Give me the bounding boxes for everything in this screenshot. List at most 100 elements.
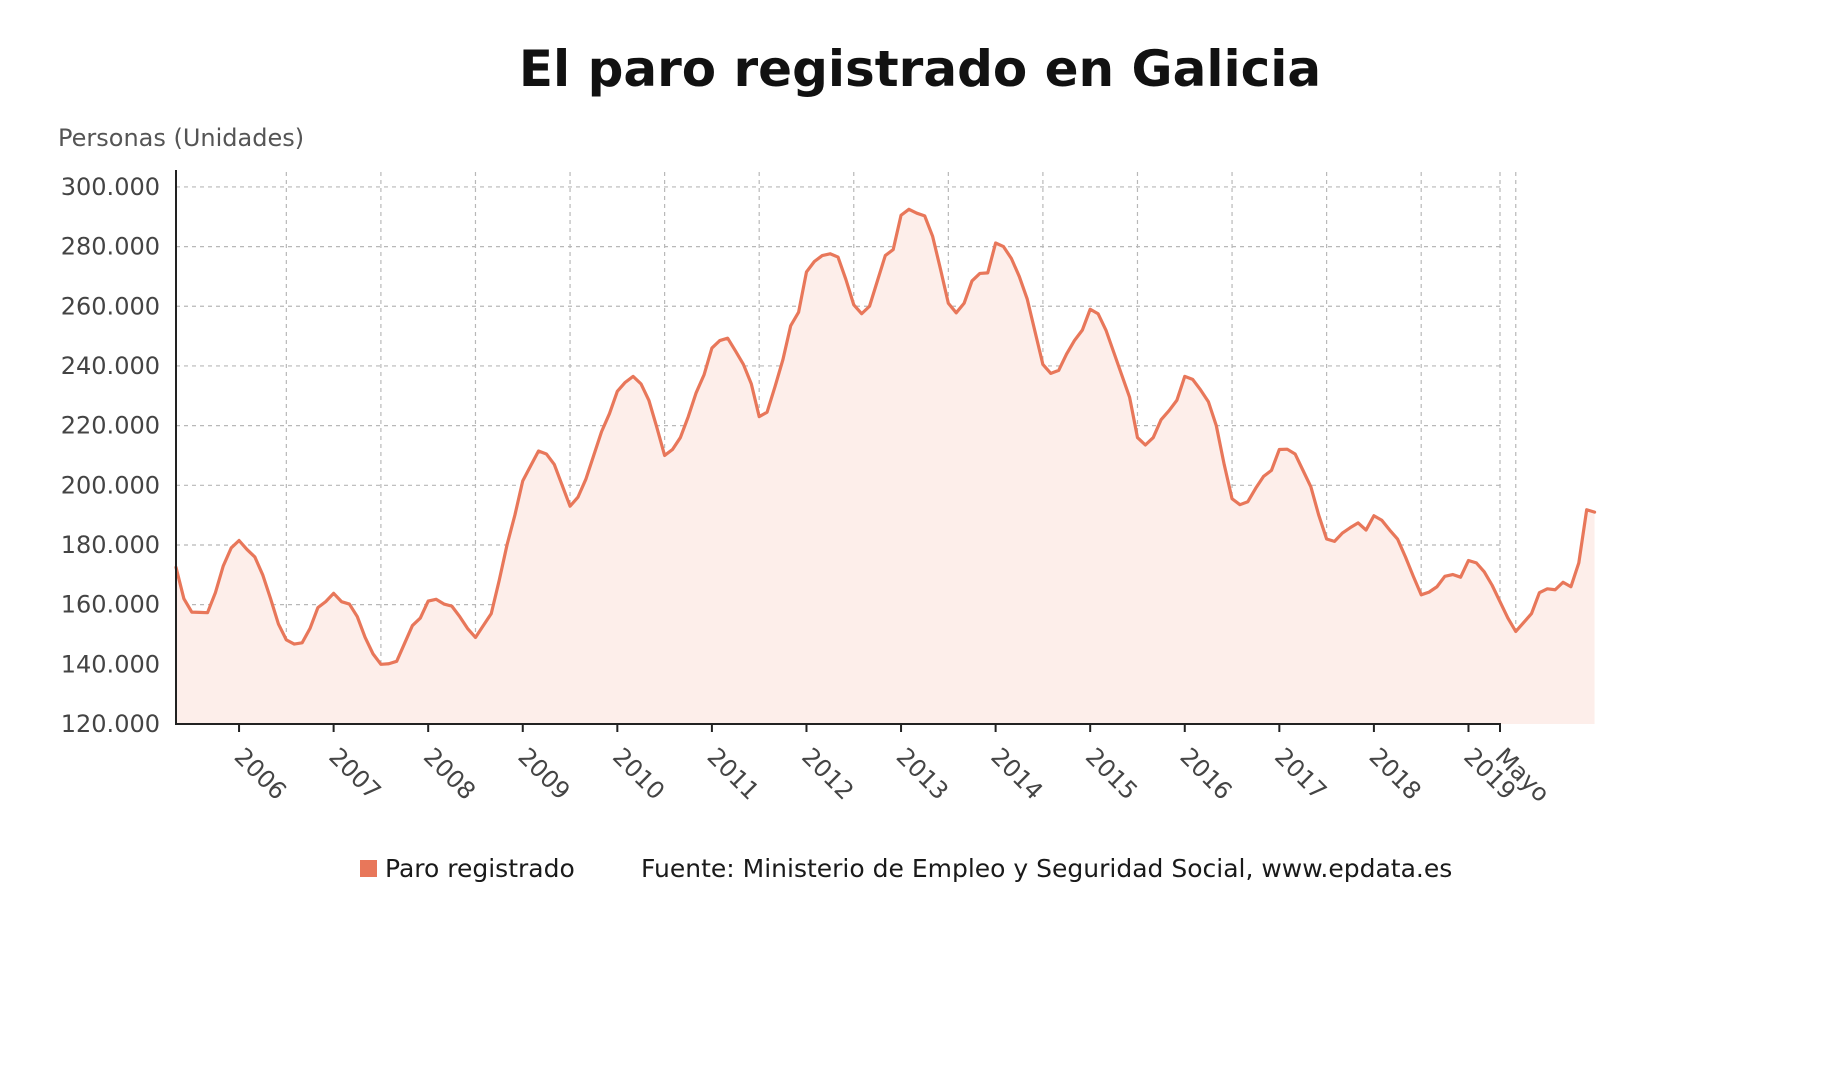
data-point: [923, 215, 926, 217]
data-point: [466, 627, 469, 630]
data-point: [1491, 584, 1493, 587]
data-point: [1554, 588, 1556, 591]
data-point: [309, 627, 311, 630]
data-point: [624, 381, 627, 384]
data-point: [1065, 353, 1068, 355]
x-ticks: 2006 2007 2008 2009 2010 2011 2012 2013 2014 2015…: [229, 724, 1555, 808]
data-point: [1436, 585, 1438, 588]
data-point: [585, 478, 587, 481]
data-point: [592, 454, 595, 457]
data-point: [1073, 339, 1076, 342]
data-point: [821, 254, 824, 257]
x-tick-label: 2016: [1175, 742, 1238, 805]
data-point: [687, 415, 690, 418]
x-tick-label: 2015: [1080, 742, 1143, 805]
data-point: [726, 337, 729, 340]
data-point: [1270, 469, 1273, 472]
data-point: [1144, 444, 1147, 446]
data-point: [671, 448, 674, 451]
data-point: [1341, 532, 1344, 534]
data-point: [916, 212, 918, 214]
data-point: [1160, 418, 1162, 421]
data-point: [1585, 508, 1588, 511]
data-point: [1223, 463, 1225, 466]
legend-series-label: Paro registrado: [385, 854, 575, 883]
data-point: [1451, 573, 1454, 576]
data-point: [860, 312, 863, 315]
data-point: [1373, 514, 1375, 517]
chart-title: El paro registrado en Galicia: [519, 40, 1321, 98]
data-point: [1578, 562, 1580, 564]
data-point: [1530, 612, 1533, 615]
data-point: [632, 375, 634, 378]
x-tick-label: 2009: [513, 742, 576, 805]
data-point: [1049, 372, 1052, 375]
data-point: [340, 600, 343, 603]
data-point: [884, 254, 887, 257]
legend-swatch: [360, 860, 377, 877]
data-point: [774, 386, 776, 388]
data-point: [1262, 475, 1265, 478]
data-point: [1459, 576, 1462, 578]
data-point: [545, 453, 548, 455]
data-point: [183, 597, 185, 600]
data-point: [317, 606, 319, 609]
data-point: [451, 605, 453, 607]
data-point: [718, 339, 721, 342]
data-point: [1467, 559, 1470, 562]
data-point: [1002, 245, 1005, 248]
legend: Paro registrado Fuente: Ministerio de Em…: [360, 854, 1452, 883]
data-point: [301, 642, 303, 644]
data-point: [1278, 448, 1281, 451]
data-point: [868, 305, 871, 308]
data-point: [655, 426, 658, 428]
x-tick-label: 2012: [796, 742, 859, 805]
series-points: [175, 208, 1596, 666]
data-point: [1057, 369, 1060, 372]
data-point: [364, 636, 366, 639]
data-point: [852, 303, 855, 306]
y-tick-label: 160.000: [61, 591, 160, 619]
data-point: [994, 242, 997, 244]
data-point: [1404, 556, 1407, 558]
data-point: [931, 235, 934, 237]
data-point: [892, 248, 894, 251]
data-point: [1483, 571, 1486, 573]
data-point: [766, 411, 768, 413]
data-point: [1310, 485, 1312, 488]
data-point: [222, 565, 225, 567]
data-point: [900, 214, 902, 217]
data-point: [1168, 409, 1170, 412]
data-point: [458, 615, 461, 618]
data-point: [695, 392, 697, 394]
data-point: [285, 639, 288, 641]
data-point: [482, 624, 485, 627]
data-point: [947, 302, 950, 305]
data-point: [829, 252, 831, 255]
data-point: [971, 280, 973, 282]
data-point: [206, 611, 209, 614]
data-point: [277, 623, 280, 625]
y-tick-label: 120.000: [61, 710, 160, 738]
data-point: [1042, 363, 1044, 366]
data-point: [1380, 519, 1383, 522]
data-point: [1286, 448, 1289, 450]
data-point: [537, 450, 540, 452]
data-point: [1215, 424, 1218, 427]
data-point: [1507, 617, 1509, 619]
x-tick-label: 2010: [607, 742, 670, 805]
y-tick-label: 260.000: [61, 292, 160, 320]
data-point: [1239, 503, 1241, 506]
data-point: [254, 556, 256, 558]
data-point: [797, 311, 800, 314]
data-point: [1081, 329, 1084, 331]
data-point: [324, 600, 327, 603]
data-point: [640, 383, 642, 385]
data-point: [711, 347, 713, 349]
data-point: [1412, 575, 1415, 578]
data-point: [1444, 575, 1446, 578]
data-point: [703, 374, 705, 376]
data-point: [1136, 436, 1139, 439]
data-point: [1570, 585, 1572, 588]
